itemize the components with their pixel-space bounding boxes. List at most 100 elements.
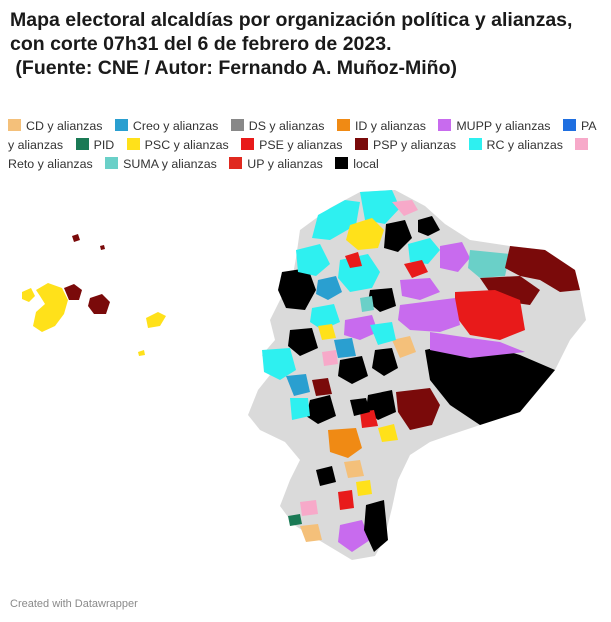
region-suma-sucumbios (468, 250, 510, 278)
legend-label: SUMA y alianzas (123, 157, 217, 171)
legend-swatch (335, 157, 349, 169)
region-mupp-zamora (338, 520, 370, 552)
legend-item: CD y alianzas (8, 119, 102, 133)
region-mupp-napo (398, 298, 460, 332)
region-mupp-cotopaxi (344, 315, 378, 340)
island-santiago (64, 284, 82, 300)
legend-item: MUPP y alianzas (438, 119, 550, 133)
legend-item: local (335, 157, 379, 171)
legend-swatch (229, 157, 243, 169)
region-rc-sierra (370, 322, 396, 345)
legend: CD y alianzas Creo y alianzas DS y alian… (8, 117, 598, 174)
legend-swatch (126, 138, 140, 150)
region-psc-zamora (356, 480, 372, 496)
region-psc-esmeraldas (346, 218, 384, 250)
region-mupp-sucumbios-1 (440, 242, 470, 272)
region-rc-north-2 (360, 190, 400, 224)
region-psp-morona (396, 388, 440, 430)
island-san-cristobal (146, 312, 166, 328)
region-psc-canar (378, 424, 398, 442)
footer-credit: Created with Datawrapper (10, 598, 138, 610)
electoral-map (22, 190, 586, 560)
region-local-north (384, 220, 412, 252)
legend-item: Reto y alianzas (8, 138, 593, 171)
legend-swatch (562, 119, 576, 131)
legend-label: PSE y alianzas (259, 138, 343, 152)
island-north-1 (72, 234, 80, 242)
region-pse-loja (338, 490, 354, 510)
legend-label: Creo y alianzas (132, 119, 219, 133)
legend-swatch (336, 119, 350, 131)
region-psp-guayas (312, 378, 332, 396)
legend-swatch (438, 119, 452, 131)
region-mupp-north-b (400, 278, 440, 300)
region-creo-guayas (286, 374, 310, 396)
legend-swatch (575, 138, 589, 150)
region-local-tungurahua (372, 348, 398, 376)
region-cd-eloro (344, 460, 364, 478)
title-line-3: (Fuente: CNE / Autor: Fernando A. Muñoz-… (10, 57, 457, 79)
legend-item: PID (75, 138, 114, 152)
region-local-zamora (364, 500, 388, 552)
region-pid-loja (288, 514, 302, 526)
mainland-ecuador (248, 190, 586, 560)
legend-label: DS y alianzas (248, 119, 325, 133)
region-mupp-pastaza-west (430, 332, 525, 358)
legend-label: UP y alianzas (247, 157, 323, 171)
island-north-2 (100, 245, 105, 250)
title-line-2: con corte 07h31 del 6 de febrero de 2023… (10, 33, 392, 55)
region-rc-manabi-2 (310, 304, 340, 330)
region-cd-loja (300, 524, 322, 542)
region-pse-imbabura (404, 260, 428, 278)
legend-item: DS y alianzas (230, 119, 325, 133)
region-local-pastaza (425, 340, 555, 425)
region-local-manabi-1 (278, 268, 316, 310)
region-psp-sucumbios (505, 246, 580, 292)
legend-item: ID y alianzas (336, 119, 426, 133)
legend-label: CD y alianzas (26, 119, 103, 133)
island-isabela (33, 283, 68, 332)
legend-item: PA y alianzas (8, 119, 596, 152)
region-pse-pichincha (345, 252, 362, 268)
region-rc-manabi (296, 244, 330, 276)
region-rc-santaelena (262, 348, 296, 380)
region-local-carchi (418, 216, 440, 236)
legend-swatch (468, 138, 482, 150)
region-reto-north (392, 200, 418, 216)
region-psc-manabi (318, 324, 336, 340)
galapagos-islands (22, 234, 166, 356)
legend-label: PA y alianzas (8, 119, 596, 152)
legend-label: Reto y alianzas (8, 157, 93, 171)
region-creo-losrios (334, 338, 356, 358)
legend-item: Creo y alianzas (114, 119, 219, 133)
region-rc-guayas (290, 398, 310, 420)
island-santa-cruz (88, 294, 110, 314)
legend-item: SUMA y alianzas (105, 157, 217, 171)
legend-item: PSC y alianzas (126, 138, 229, 152)
legend-label: PSC y alianzas (144, 138, 229, 152)
region-local-azuay (350, 398, 370, 416)
island-fernandina (22, 288, 35, 302)
legend-swatch (8, 119, 21, 131)
legend-swatch (241, 138, 255, 150)
region-suma-center (360, 296, 374, 312)
legend-item: PSP y alianzas (354, 138, 456, 152)
region-reto-center (322, 350, 338, 366)
legend-swatch (105, 157, 119, 169)
legend-label: RC y alianzas (486, 138, 563, 152)
legend-swatch (354, 138, 368, 150)
region-local-pichincha-1 (368, 288, 396, 312)
legend-swatch (230, 119, 244, 131)
region-local-manabi-2 (288, 328, 318, 356)
legend-swatch (75, 138, 89, 150)
legend-item: UP y alianzas (229, 157, 323, 171)
region-reto-loja (300, 500, 318, 516)
region-pse-canar (360, 410, 378, 428)
region-local-guayas-1 (306, 395, 336, 424)
region-creo-manabi (316, 276, 342, 300)
legend-label: ID y alianzas (354, 119, 426, 133)
region-local-eloro (316, 466, 336, 486)
region-rc-north (312, 200, 360, 240)
region-cd-cotopaxi (392, 336, 416, 358)
title-line-1: Mapa electoral alcaldías por organizació… (10, 9, 573, 31)
